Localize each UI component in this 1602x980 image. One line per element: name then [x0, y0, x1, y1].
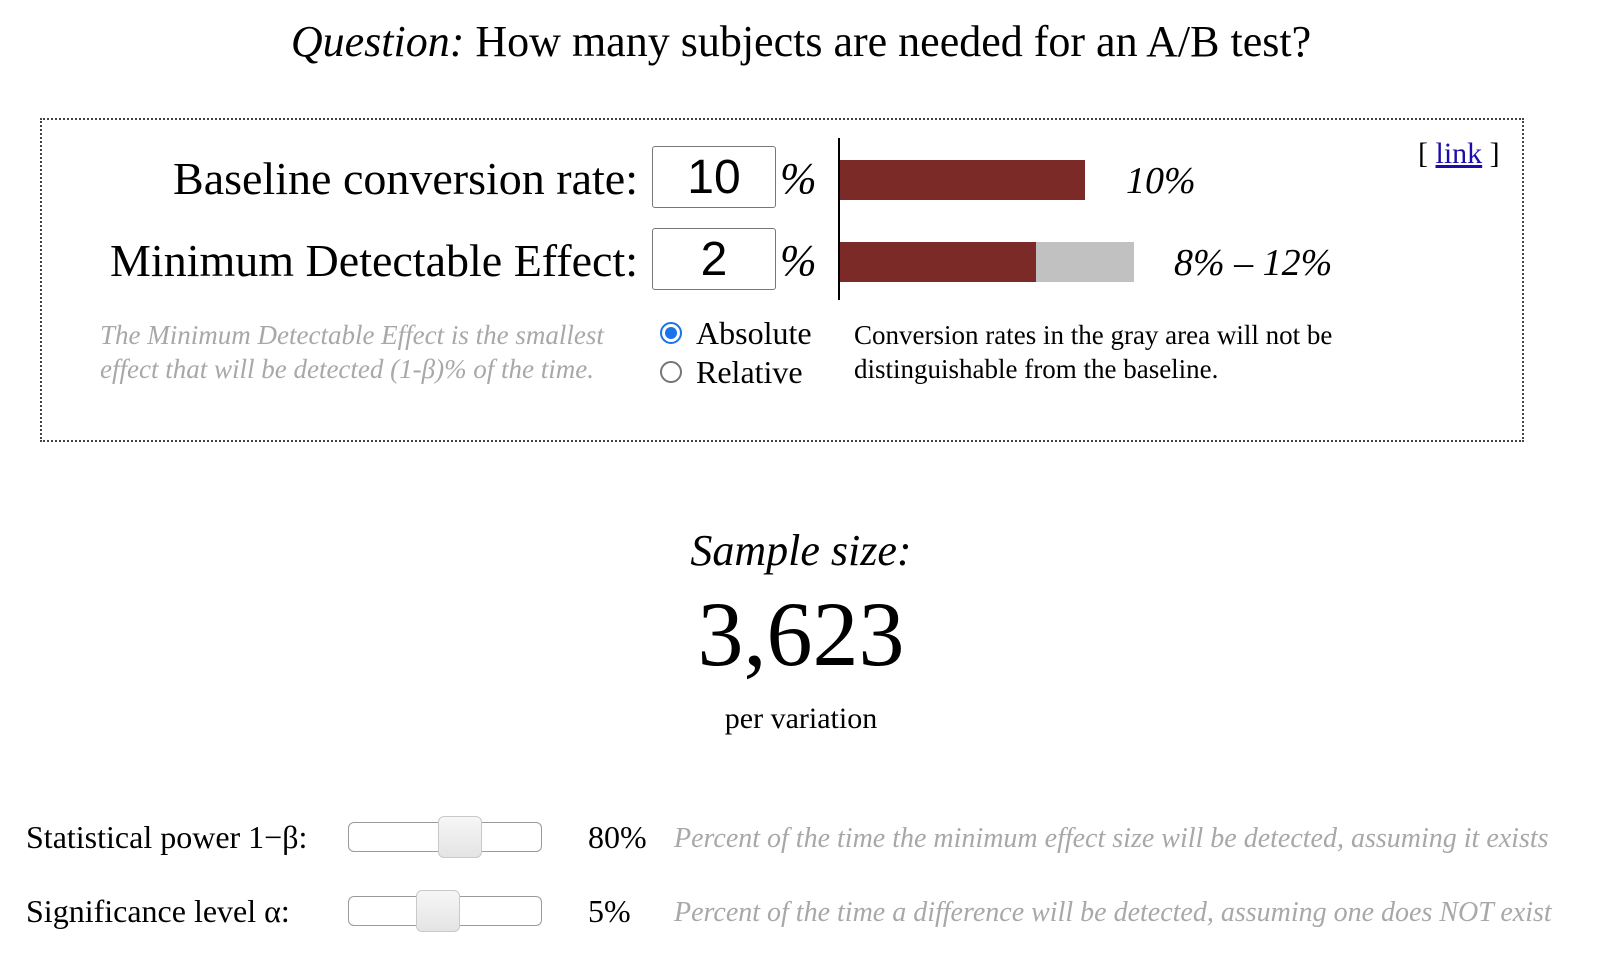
- mde-unit: %: [780, 236, 817, 285]
- baseline-bar: [840, 160, 1085, 200]
- power-label: Statistical power 1−β:: [26, 819, 308, 855]
- link-bracket-close: ]: [1482, 137, 1500, 170]
- significance-label: Significance level α:: [26, 893, 290, 929]
- baseline-bar-label: 10%: [1126, 160, 1196, 202]
- calculator-panel: [40, 118, 1524, 442]
- radio-label-relative: Relative: [696, 354, 803, 390]
- significance-value: 5%: [588, 893, 631, 929]
- baseline-unit: %: [780, 154, 817, 203]
- significance-slider-thumb[interactable]: [415, 890, 460, 932]
- radio-button[interactable]: [660, 361, 682, 383]
- range-label: 8% – 12%: [1174, 242, 1333, 284]
- range-gray-bar: [1036, 242, 1134, 282]
- sample-size-title: Sample size:: [690, 526, 912, 575]
- range-low-bar: [840, 242, 1036, 282]
- mde-input[interactable]: [652, 228, 776, 290]
- gray-area-note: Conversion rates in the gray area will n…: [854, 320, 1333, 384]
- permalink[interactable]: link: [1435, 137, 1483, 170]
- radio-button[interactable]: [660, 322, 682, 344]
- power-slider-thumb[interactable]: [438, 816, 482, 858]
- link-bracket-open: [: [1418, 137, 1436, 170]
- sample-size-unit: per variation: [724, 702, 878, 735]
- link-wrapper: [ link ]: [1418, 134, 1500, 174]
- radio-relative[interactable]: Relative: [660, 353, 803, 391]
- question-text: How many subjects are needed for an A/B …: [464, 17, 1312, 66]
- page-title: Question: How many subjects are needed f…: [0, 14, 1602, 70]
- radio-absolute[interactable]: Absolute: [660, 314, 812, 352]
- significance-description: Percent of the time a difference will be…: [674, 897, 1552, 928]
- baseline-input[interactable]: [652, 146, 776, 208]
- sample-size-value: 3,623: [697, 583, 905, 685]
- bar-axis: [838, 138, 840, 300]
- question-prefix: Question:: [290, 17, 465, 66]
- power-value: 80%: [588, 819, 647, 855]
- baseline-label: Baseline conversion rate:: [173, 153, 638, 204]
- power-description: Percent of the time the minimum effect s…: [674, 823, 1549, 854]
- mde-label: Minimum Detectable Effect:: [110, 235, 638, 286]
- mde-note: The Minimum Detectable Effect is the sma…: [100, 320, 604, 384]
- radio-label-absolute: Absolute: [696, 315, 812, 351]
